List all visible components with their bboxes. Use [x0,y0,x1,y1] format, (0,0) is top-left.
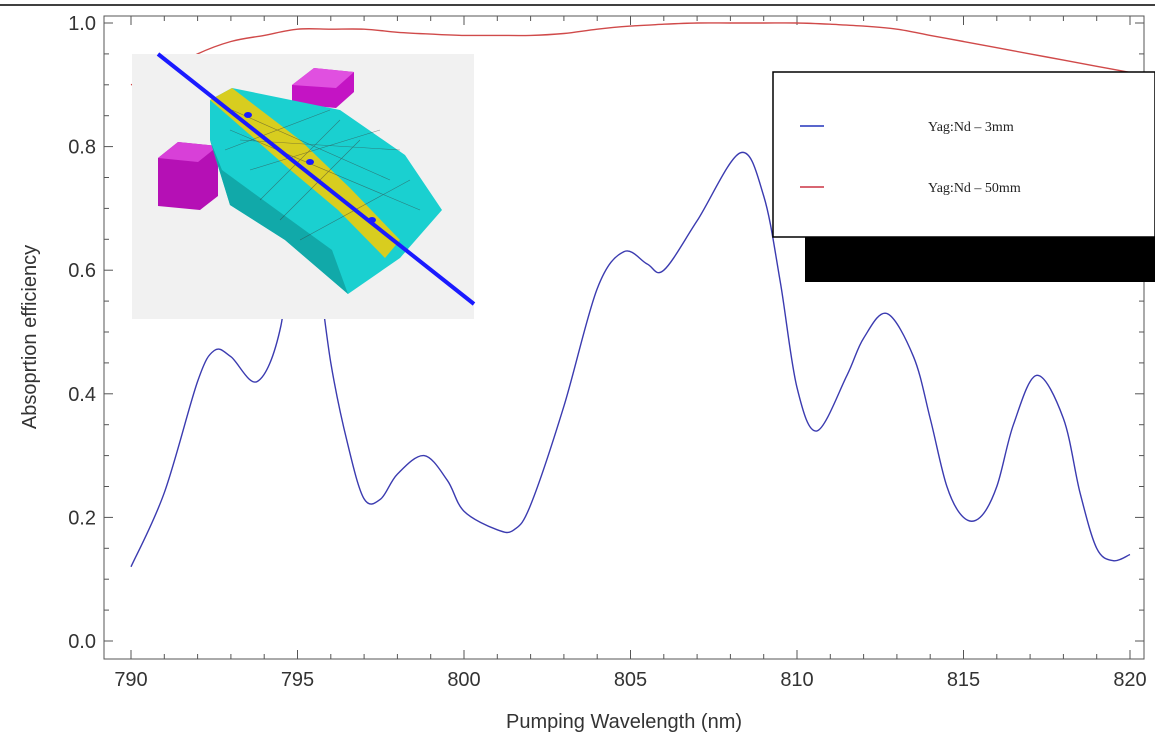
y-tick-label: 0.6 [68,260,96,282]
legend: Yag:Nd – 3mm Yag:Nd – 50mm [772,71,1155,238]
y-tick-label: 0.0 [68,631,96,653]
y-tick-label: 0.4 [68,384,96,406]
legend-box [772,71,1155,238]
legend-label-50mm: Yag:Nd – 50mm [928,181,1021,196]
y-tick-label: 0.2 [68,507,96,529]
x-axis-tick-labels: 790 795 800 805 810 815 820 [114,669,1146,691]
y-tick-label: 0.8 [68,137,96,159]
x-axis-title: Pumping Wavelength (nm) [506,711,742,733]
redaction-bar [805,236,1155,282]
x-tick-label: 815 [947,669,980,691]
y-axis-ticks [104,22,1144,642]
y-axis-tick-labels: 0.0 0.2 0.4 0.6 0.8 1.0 [68,13,96,653]
inset-3d-illustration [132,52,476,319]
legend-label-3mm: Yag:Nd – 3mm [928,120,1014,135]
pump-block-top-face [292,68,354,88]
x-tick-label: 795 [281,669,314,691]
pump-block-left-face [158,142,218,162]
beam-spot-2 [306,159,314,165]
crystal-shadow-face [210,140,348,294]
x-axis-ticks [130,16,1131,659]
x-tick-label: 820 [1113,669,1146,691]
laser-beam [156,52,476,306]
beam-spot-1 [244,112,252,118]
x-tick-label: 805 [614,669,647,691]
beam-spot-3 [368,217,376,223]
x-tick-label: 790 [114,669,147,691]
y-axis-title: Absoprtion efficiency [19,245,41,429]
plot-frame [103,15,1145,660]
y-tick-label: 1.0 [68,13,96,35]
x-tick-label: 810 [780,669,813,691]
x-tick-label: 800 [447,669,480,691]
series-line-50mm [130,22,1131,86]
